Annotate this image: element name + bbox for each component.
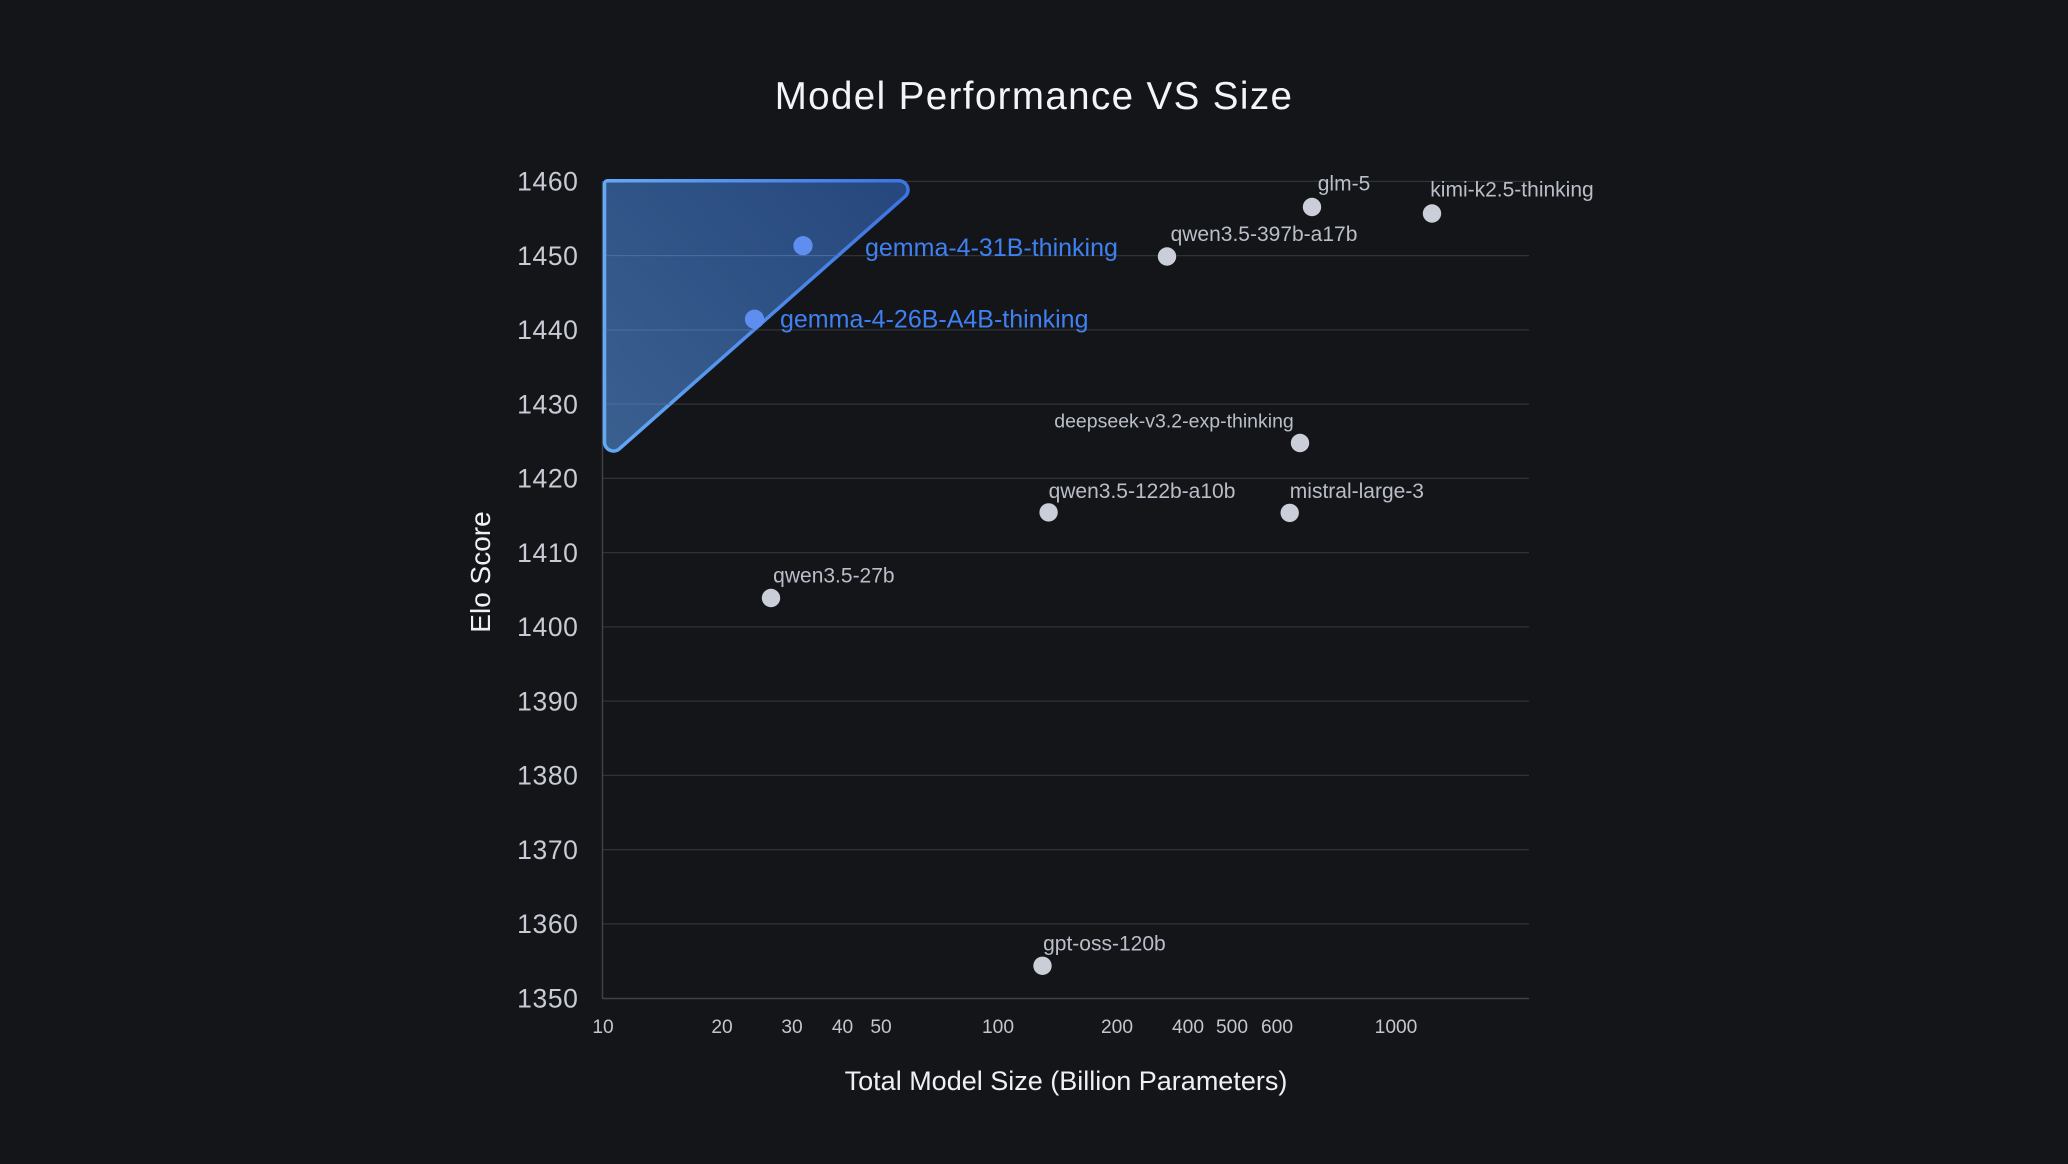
svg-text:qwen3.5-122b-a10b: qwen3.5-122b-a10b [1049, 480, 1236, 503]
svg-text:50: 50 [870, 1017, 891, 1038]
svg-text:1440: 1440 [517, 315, 578, 345]
svg-text:1370: 1370 [517, 835, 578, 865]
svg-text:1380: 1380 [517, 761, 578, 791]
svg-text:qwen3.5-27b: qwen3.5-27b [773, 564, 894, 587]
svg-text:40: 40 [832, 1017, 853, 1038]
svg-text:1390: 1390 [517, 686, 578, 716]
svg-text:Total Model Size (Billion Para: Total Model Size (Billion Parameters) [845, 1066, 1288, 1096]
svg-text:1450: 1450 [517, 241, 578, 271]
svg-text:1400: 1400 [517, 612, 578, 642]
svg-text:mistral-large-3: mistral-large-3 [1290, 480, 1424, 503]
svg-text:200: 200 [1101, 1017, 1133, 1038]
svg-text:100: 100 [982, 1017, 1014, 1038]
svg-text:Elo Score: Elo Score [465, 511, 496, 632]
svg-text:1430: 1430 [517, 389, 578, 419]
svg-text:glm-5: glm-5 [1318, 173, 1371, 196]
svg-text:600: 600 [1261, 1017, 1293, 1038]
svg-text:gemma-4-26B-A4B-thinking: gemma-4-26B-A4B-thinking [780, 306, 1088, 334]
svg-text:1350: 1350 [517, 983, 578, 1013]
svg-text:30: 30 [781, 1017, 802, 1038]
svg-text:1410: 1410 [517, 538, 578, 568]
svg-text:1000: 1000 [1375, 1017, 1418, 1038]
svg-text:gpt-oss-120b: gpt-oss-120b [1043, 932, 1166, 955]
svg-text:gemma-4-31B-thinking: gemma-4-31B-thinking [865, 234, 1118, 262]
svg-text:400: 400 [1172, 1017, 1204, 1038]
svg-text:10: 10 [592, 1017, 613, 1038]
svg-text:deepseek-v3.2-exp-thinking: deepseek-v3.2-exp-thinking [1054, 411, 1294, 433]
svg-text:1360: 1360 [517, 909, 578, 939]
svg-text:1420: 1420 [517, 464, 578, 494]
svg-text:Model Performance VS Size: Model Performance VS Size [775, 75, 1294, 118]
svg-text:qwen3.5-397b-a17b: qwen3.5-397b-a17b [1171, 223, 1358, 246]
svg-text:kimi-k2.5-thinking: kimi-k2.5-thinking [1430, 179, 1593, 202]
svg-text:1460: 1460 [517, 167, 578, 197]
svg-text:500: 500 [1216, 1017, 1248, 1038]
svg-text:20: 20 [711, 1017, 732, 1038]
